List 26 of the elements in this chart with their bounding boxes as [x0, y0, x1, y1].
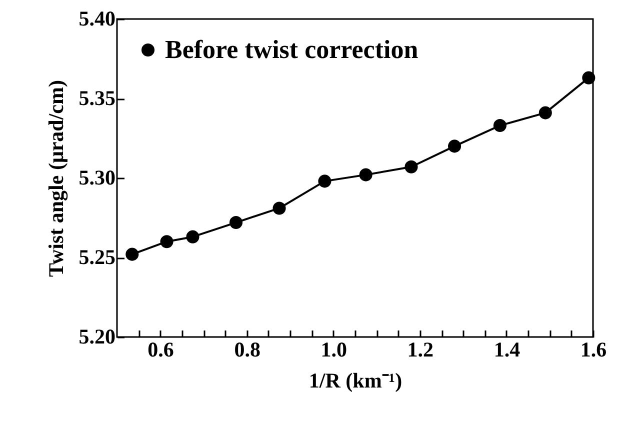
point: [318, 174, 332, 188]
point: [582, 71, 596, 84]
x-tick-label: 1.2: [407, 338, 434, 362]
point: [160, 235, 174, 248]
point: [538, 106, 552, 120]
legend-label: Before twist correction: [165, 35, 419, 64]
x-tick-label: 0.8: [234, 338, 260, 362]
y-tick-label: 5.40: [78, 6, 116, 30]
point: [359, 168, 372, 182]
y-tick-label: 5.35: [78, 86, 116, 110]
x-axis-title: 1/R (km⁻¹): [308, 368, 402, 392]
point: [272, 202, 286, 215]
point: [229, 216, 243, 230]
point: [404, 160, 418, 174]
point: [448, 140, 462, 153]
x-tick-label: 0.6: [148, 338, 174, 362]
y-axis-title: Twist angle (μrad/cm): [44, 80, 68, 277]
y-tick-label: 5.25: [78, 245, 116, 269]
point: [186, 230, 200, 244]
x-tick-label: 1.6: [580, 338, 607, 362]
y-tick-label: 5.20: [78, 324, 116, 348]
x-tick-label: 1.4: [494, 338, 521, 362]
y-tick-label: 5.30: [78, 166, 116, 190]
x-tick-label: 1.0: [320, 338, 347, 362]
point: [126, 248, 139, 261]
point: [493, 119, 506, 132]
